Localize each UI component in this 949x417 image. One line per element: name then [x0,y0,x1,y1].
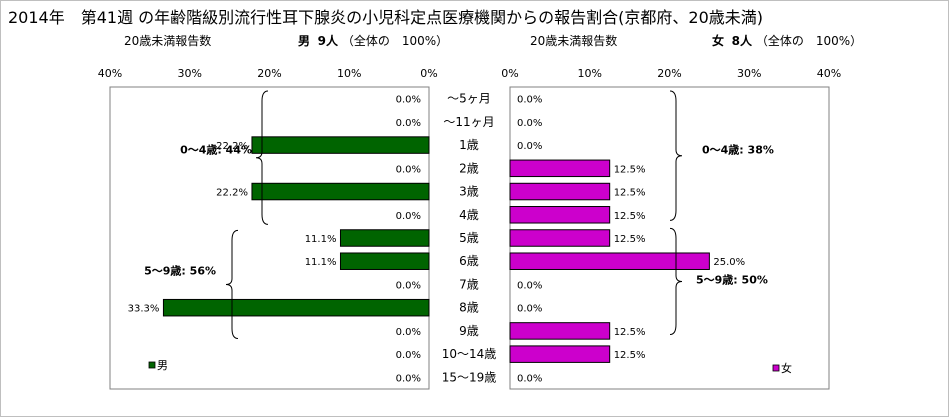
left-tick-label: 30% [178,67,202,80]
female-data-label: 0.0% [517,373,542,384]
right-bracket-0-4 [669,90,683,221]
left-bracket-5-9 [225,229,239,340]
right-tick-label: 10% [578,67,602,80]
category-label: 9歳 [459,324,479,338]
right-header: 女 8人 （全体の 100%） [712,32,862,49]
male-data-label: 22.2% [216,141,248,152]
annotation-right-5-9: 5～9歳: 50% [696,272,768,286]
category-label: ～5ヶ月 [447,92,491,106]
legend-female-label: 女 [781,361,792,375]
category-label: ～11ヶ月 [443,115,494,129]
male-data-label: 22.2% [216,188,248,199]
legend-female-swatch [772,364,780,372]
right-tick-label: 20% [657,67,681,80]
left-subtitle: 20歳未満報告数 [124,34,212,48]
annotation-left-0-4: 0～4歳: 44% [180,143,252,157]
category-label: 6歳 [459,254,479,268]
male-data-label: 0.0% [396,350,421,361]
female-data-label: 12.5% [614,188,646,199]
category-label: 2歳 [459,161,479,175]
female-data-label: 12.5% [614,234,646,245]
chart-title: 2014年 第41週 の年齢階級別流行性耳下腺炎の小児科定点医療機関からの報告割… [8,8,764,27]
left-sex: 男 [298,34,311,48]
category-label: 4歳 [459,208,479,222]
left-tick-label: 10% [337,67,361,80]
left-count: 9人 [317,34,339,48]
category-label: 7歳 [459,277,479,291]
female-bar [509,345,611,363]
left-tick-label: 20% [257,67,281,80]
right-tick-label: 40% [817,67,841,80]
male-data-label: 0.0% [396,373,421,384]
left-bracket-0-4 [255,90,269,225]
female-bar [509,252,710,270]
female-data-label: 0.0% [517,141,542,152]
female-data-label: 12.5% [614,350,646,361]
right-tick-label: 0% [501,67,518,80]
category-label: 8歳 [459,301,479,315]
male-data-label: 0.0% [396,164,421,175]
female-bar [509,182,611,201]
female-data-label: 0.0% [517,95,542,106]
female-bar [509,229,611,247]
male-data-label: 0.0% [396,280,421,291]
male-bar [251,136,430,154]
right-total: （全体の 100%） [755,34,863,48]
female-data-label: 0.0% [517,304,542,315]
left-tick-label: 0% [420,67,437,80]
female-data-label: 12.5% [614,327,646,338]
male-data-label: 33.3% [128,304,160,315]
left-tick-label: 40% [98,67,122,80]
male-data-label: 11.1% [305,257,337,268]
female-bar [509,159,611,178]
right-count: 8人 [731,34,753,48]
right-subtitle: 20歳未満報告数 [530,34,618,48]
left-total: （全体の 100%） [341,34,449,48]
annotation-right-0-4: 0～4歳: 38% [702,143,774,157]
category-label: 1歳 [459,138,479,152]
left-header: 男 9人 （全体の 100%） [298,32,448,49]
female-data-label: 12.5% [614,164,646,175]
male-bar [339,252,430,270]
annotation-left-5-9: 5～9歳: 56% [144,263,216,277]
male-data-label: 0.0% [396,95,421,106]
legend-male-label: 男 [157,359,168,372]
right-sex: 女 [712,34,725,48]
category-label: 3歳 [459,185,479,199]
male-bar [251,182,430,201]
right-bracket-5-9 [669,227,683,336]
female-data-label: 0.0% [517,118,542,129]
female-data-label: 25.0% [713,257,745,268]
male-bar [339,229,430,247]
female-bar [509,322,611,340]
male-data-label: 11.1% [305,234,337,245]
male-bar [162,298,430,317]
male-data-label: 0.0% [396,327,421,338]
male-data-label: 0.0% [396,118,421,129]
female-data-label: 12.5% [614,211,646,222]
male-data-label: 0.0% [396,211,421,222]
female-data-label: 0.0% [517,280,542,291]
right-tick-label: 30% [737,67,761,80]
category-label: 10～14歳 [442,347,497,361]
legend-male-swatch [148,361,156,369]
category-label: 5歳 [459,231,479,245]
category-label: 15～19歳 [442,370,497,384]
female-bar [509,206,611,224]
